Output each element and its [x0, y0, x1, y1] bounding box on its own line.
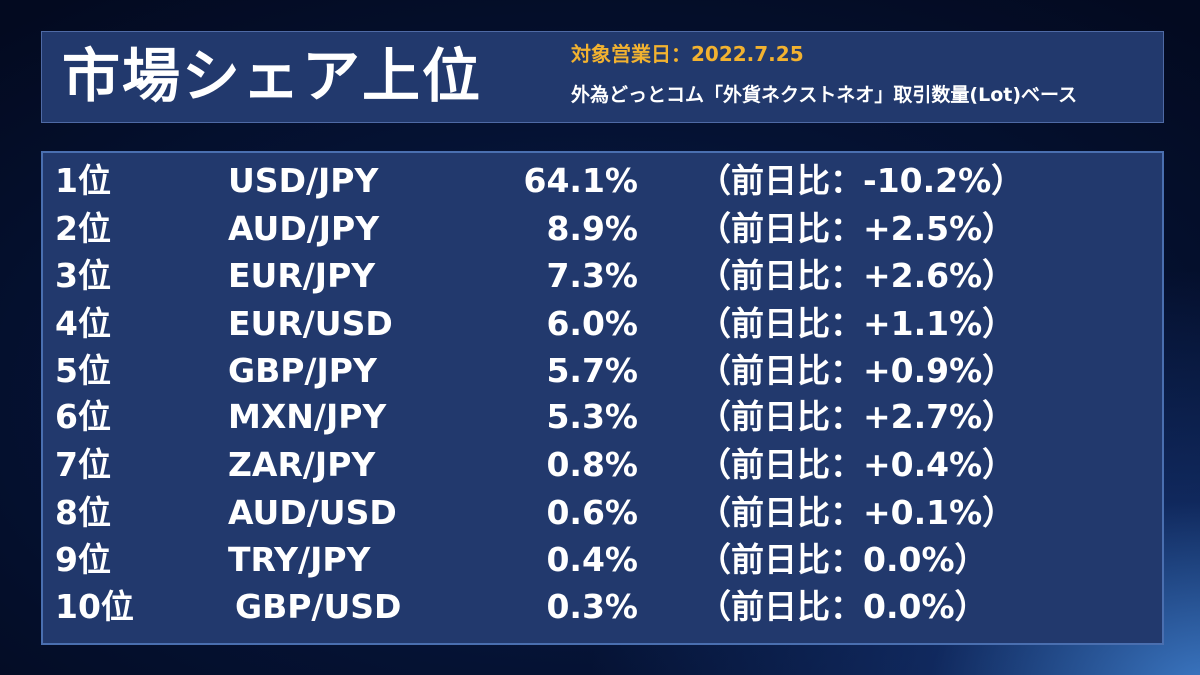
- market-share: 8.9%: [546, 209, 638, 248]
- currency-pair: AUD/USD: [228, 493, 397, 532]
- rank-label: 8位: [55, 493, 111, 532]
- ranking-row: 2位 AUD/JPY 8.9% （前日比：+2.5%）: [43, 205, 1162, 253]
- ranking-row: 1位 USD/JPY 64.1% （前日比：-10.2%）: [43, 157, 1162, 205]
- currency-pair: GBP/USD: [235, 587, 402, 626]
- day-over-day-change: （前日比：+1.1%）: [698, 304, 1016, 343]
- ranking-row: 4位 EUR/USD 6.0% （前日比：+1.1%）: [43, 300, 1162, 348]
- rank-label: 7位: [55, 445, 111, 484]
- market-share: 0.8%: [546, 445, 638, 484]
- data-basis-note: 外為どっとコム「外貨ネクストネオ」取引数量(Lot)ベース: [571, 84, 1078, 106]
- market-share: 5.7%: [546, 351, 638, 390]
- rank-label: 1位: [55, 161, 111, 200]
- market-share: 6.0%: [546, 304, 638, 343]
- day-over-day-change: （前日比：+0.9%）: [698, 351, 1016, 390]
- day-over-day-change: （前日比：+0.4%）: [698, 445, 1016, 484]
- day-over-day-change: （前日比：+2.7%）: [698, 397, 1016, 436]
- ranking-row: 9位 TRY/JPY 0.4% （前日比：0.0%）: [43, 536, 1162, 584]
- day-over-day-change: （前日比：0.0%）: [698, 587, 988, 626]
- page-title: 市場シェア上位: [62, 42, 483, 110]
- day-over-day-change: （前日比：+0.1%）: [698, 493, 1016, 532]
- ranking-row: 6位 MXN/JPY 5.3% （前日比：+2.7%）: [43, 393, 1162, 441]
- market-share: 7.3%: [546, 256, 638, 295]
- header-banner: 市場シェア上位 対象営業日：2022.7.25 外為どっとコム「外貨ネクストネオ…: [41, 31, 1164, 123]
- rank-label: 10位: [55, 587, 134, 626]
- ranking-row: 8位 AUD/USD 0.6% （前日比：+0.1%）: [43, 489, 1162, 537]
- rank-label: 3位: [55, 256, 111, 295]
- currency-pair: MXN/JPY: [228, 397, 387, 436]
- ranking-row: 7位 ZAR/JPY 0.8% （前日比：+0.4%）: [43, 441, 1162, 489]
- day-over-day-change: （前日比：-10.2%）: [698, 161, 1025, 200]
- day-over-day-change: （前日比：0.0%）: [698, 540, 988, 579]
- market-share: 0.3%: [546, 587, 638, 626]
- market-share: 0.6%: [546, 493, 638, 532]
- rank-label: 2位: [55, 209, 111, 248]
- currency-pair: EUR/JPY: [228, 256, 376, 295]
- market-share: 5.3%: [546, 397, 638, 436]
- ranking-row: 5位 GBP/JPY 5.7% （前日比：+0.9%）: [43, 347, 1162, 395]
- currency-pair: GBP/JPY: [228, 351, 377, 390]
- ranking-row: 10位 GBP/USD 0.3% （前日比：0.0%）: [43, 583, 1162, 631]
- target-date: 対象営業日：2022.7.25: [571, 42, 804, 66]
- currency-pair: AUD/JPY: [228, 209, 380, 248]
- ranking-row: 3位 EUR/JPY 7.3% （前日比：+2.6%）: [43, 252, 1162, 300]
- ranking-table: 1位 USD/JPY 64.1% （前日比：-10.2%） 2位 AUD/JPY…: [41, 151, 1164, 645]
- market-share: 0.4%: [546, 540, 638, 579]
- currency-pair: EUR/USD: [228, 304, 393, 343]
- market-share: 64.1%: [523, 161, 639, 200]
- currency-pair: USD/JPY: [228, 161, 379, 200]
- currency-pair: TRY/JPY: [228, 540, 371, 579]
- rank-label: 6位: [55, 397, 111, 436]
- currency-pair: ZAR/JPY: [228, 445, 376, 484]
- day-over-day-change: （前日比：+2.5%）: [698, 209, 1016, 248]
- rank-label: 4位: [55, 304, 111, 343]
- day-over-day-change: （前日比：+2.6%）: [698, 256, 1016, 295]
- rank-label: 5位: [55, 351, 111, 390]
- rank-label: 9位: [55, 540, 111, 579]
